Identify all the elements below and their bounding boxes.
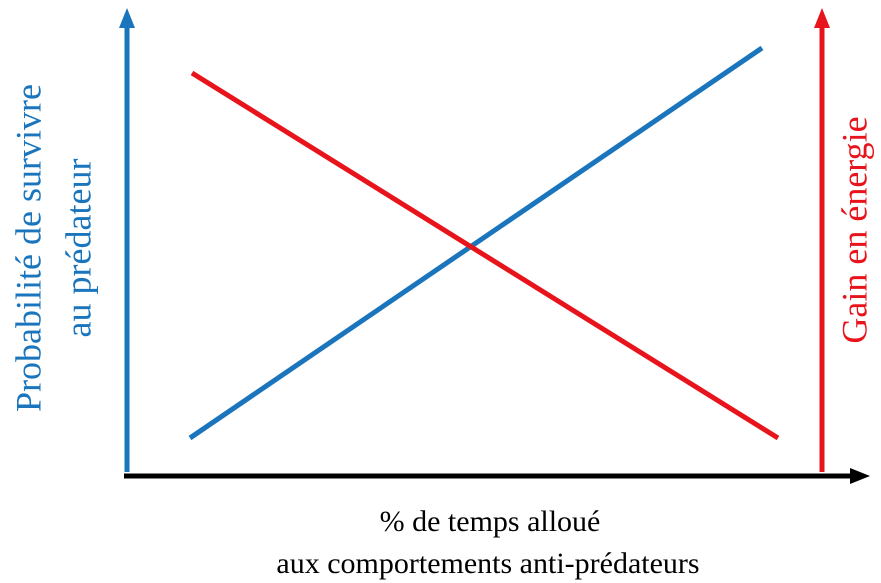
- left-axis-arrow: [119, 8, 135, 28]
- y-axis-label: Probabilité de survivre: [8, 84, 48, 412]
- energy-line: [190, 70, 780, 441]
- y-axis-label: au prédateur: [58, 159, 98, 338]
- survival-line: [188, 45, 764, 441]
- x-axis-label: % de temps alloué: [380, 505, 601, 538]
- x-axis-arrow: [850, 468, 870, 484]
- y2-axis-label: Gain en énergie: [834, 116, 874, 343]
- x-axis-label: aux comportements anti-prédateurs: [276, 547, 699, 580]
- right-axis-arrow: [814, 8, 830, 28]
